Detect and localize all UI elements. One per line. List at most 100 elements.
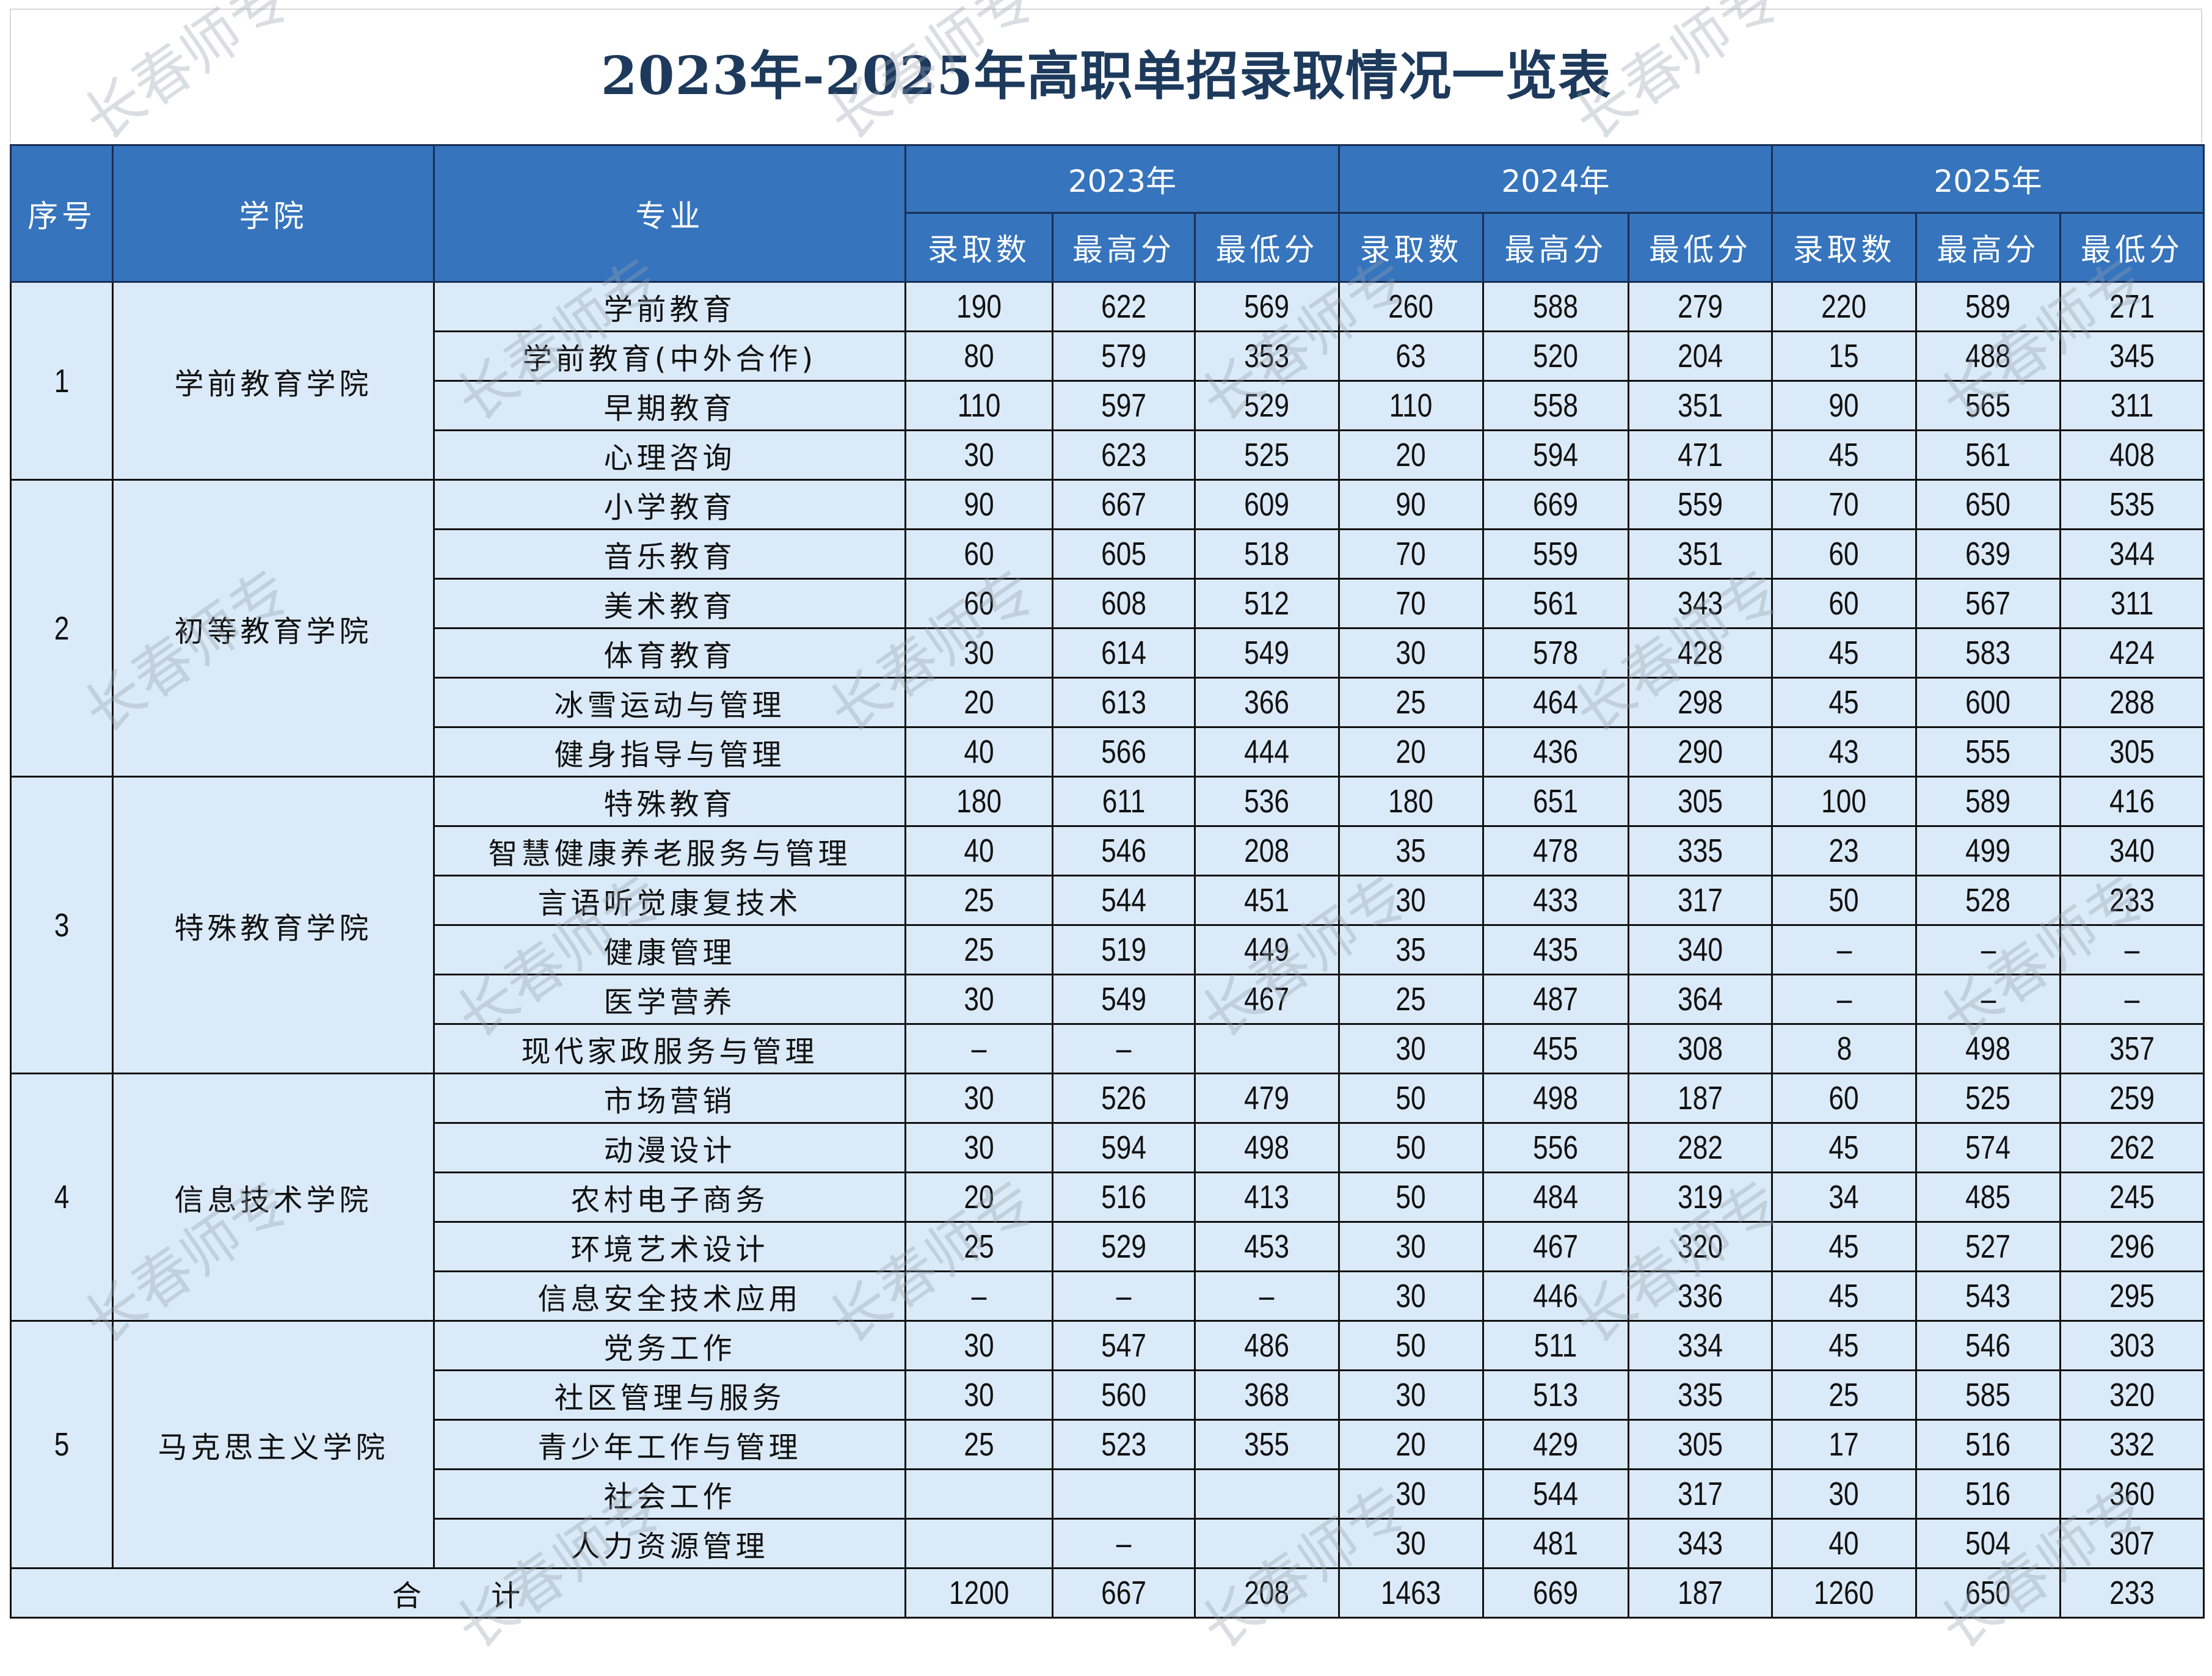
- cell-2025-min-text: 295: [2109, 1278, 2155, 1314]
- cell-2025-max-text: 527: [1965, 1228, 2011, 1265]
- cell-2025-max-text: 589: [1965, 288, 2011, 325]
- cell-2023-admitted-text: 25: [964, 882, 994, 919]
- cell-2024-min-text: 317: [1678, 1476, 1723, 1512]
- table-row: 社区管理与服务 30 560 368 30 513 335 25 585 320: [11, 1369, 2205, 1421]
- cell-2023-admitted: 110: [904, 380, 1053, 431]
- cell-2023-admitted: 30: [904, 627, 1053, 679]
- cell-2024-max: 455: [1483, 1023, 1629, 1074]
- cell-2025-max: 498: [1916, 1023, 2061, 1074]
- total-2024-min: 187: [1628, 1567, 1774, 1619]
- table-row: 美术教育 60 608 512 70 561 343 60 567 311: [11, 578, 2205, 629]
- cell-2025-admitted: 30: [1771, 1468, 1918, 1520]
- cell-2025-admitted-text: 45: [1828, 1278, 1860, 1314]
- major-name: 体育教育: [433, 627, 906, 679]
- table-row: 青少年工作与管理 25 523 355 20 429 305 17 516 332: [11, 1419, 2205, 1470]
- cell-2023-min-text: 353: [1244, 338, 1290, 374]
- cell-2023-admitted-text: 30: [964, 437, 994, 473]
- cell-2023-admitted-text: 110: [957, 387, 1001, 424]
- cell-2023-admitted: 40: [904, 825, 1053, 876]
- cell-2025-admitted-text: 45: [1828, 684, 1860, 721]
- cell-2025-min: 416: [2059, 776, 2205, 827]
- cell-2024-max: 651: [1483, 776, 1629, 827]
- cell-2023-min-text: 498: [1244, 1129, 1290, 1166]
- major-name: 社会工作: [433, 1468, 906, 1520]
- cell-2023-max-text: 622: [1101, 288, 1146, 325]
- cell-2024-min: 559: [1628, 479, 1774, 530]
- cell-2024-min-text: 364: [1678, 981, 1723, 1018]
- total-2023-min: 208: [1193, 1567, 1341, 1619]
- cell-2025-admitted-text: 45: [1828, 635, 1860, 671]
- cell-2024-admitted-text: 50: [1395, 1080, 1427, 1117]
- cell-2023-min-text: 368: [1244, 1377, 1290, 1413]
- cell-2023-admitted: [904, 1468, 1053, 1520]
- cell-2023-max: 549: [1052, 974, 1195, 1025]
- cell-2025-max: 567: [1916, 578, 2061, 629]
- cell-2024-admitted-text: 30: [1395, 1228, 1427, 1265]
- cell-2023-min: 208: [1193, 825, 1341, 876]
- cell-2023-admitted: 180: [904, 776, 1053, 827]
- cell-2024-max-text: 578: [1533, 635, 1579, 671]
- cell-2023-min: 536: [1193, 776, 1341, 827]
- cell-2024-min-text: 308: [1678, 1030, 1723, 1067]
- cell-2023-min: 512: [1193, 578, 1341, 629]
- major-name: 音乐教育: [433, 528, 906, 580]
- cell-2024-max-text: 513: [1533, 1377, 1579, 1413]
- cell-2025-admitted: 43: [1771, 726, 1918, 778]
- cell-2024-min: 282: [1628, 1122, 1774, 1173]
- cell-2025-min-text: 303: [2109, 1327, 2155, 1364]
- cell-2024-min: 204: [1628, 330, 1774, 382]
- cell-2025-admitted-text: 45: [1828, 1327, 1860, 1364]
- cell-2023-min-text: 536: [1244, 783, 1290, 820]
- cell-2025-admitted-text: 34: [1828, 1179, 1860, 1215]
- cell-2025-admitted-text: 25: [1828, 1377, 1860, 1413]
- cell-2025-min: 305: [2059, 726, 2205, 778]
- cell-2023-max-text: 608: [1101, 585, 1146, 622]
- cell-2025-admitted: 60: [1771, 528, 1918, 580]
- cell-2024-max-text: 433: [1533, 882, 1579, 919]
- cell-2024-admitted: 30: [1338, 875, 1485, 926]
- cell-2023-admitted: 30: [904, 1073, 1053, 1124]
- cell-2025-admitted: 45: [1771, 1221, 1918, 1272]
- cell-2024-max-text: 559: [1533, 536, 1579, 572]
- cell-2023-max-text: 579: [1101, 338, 1146, 374]
- total-label: 合 计: [10, 1567, 906, 1619]
- cell-2024-min: 320: [1628, 1221, 1774, 1272]
- cell-2023-min: 368: [1193, 1369, 1341, 1421]
- cell-2024-min-text: 187: [1678, 1080, 1723, 1117]
- cell-2024-max: 559: [1483, 528, 1629, 580]
- cell-2023-admitted: 30: [904, 1320, 1053, 1371]
- cell-2025-min: 288: [2059, 677, 2205, 728]
- total-row: 合 计 1200 667 208 1463 669 187 1260 650 233: [10, 1567, 2205, 1619]
- cell-2025-min-text: 320: [2109, 1377, 2155, 1413]
- cell-2024-admitted: 90: [1338, 479, 1485, 530]
- cell-2025-min-text: 332: [2109, 1426, 2155, 1463]
- cell-2024-max-text: 498: [1533, 1080, 1579, 1117]
- cell-2024-admitted-text: 110: [1389, 387, 1433, 424]
- subheader-2025-admitted-count: 录取数: [1771, 212, 1918, 283]
- cell-2024-min-text: 334: [1678, 1327, 1723, 1364]
- subheader-2024-min-score: 最低分: [1628, 212, 1774, 283]
- cell-2024-min: 298: [1628, 677, 1774, 728]
- cell-2023-max: 594: [1052, 1122, 1195, 1173]
- cell-2025-admitted-text: –: [1836, 981, 1852, 1018]
- cell-2025-max-text: 485: [1965, 1179, 2011, 1215]
- total-2025-min-text: 233: [2109, 1575, 2155, 1611]
- cell-2025-admitted: 17: [1771, 1419, 1918, 1470]
- cell-2025-min: 311: [2059, 380, 2205, 431]
- subheader-2025-max-score: 最高分: [1915, 212, 2062, 283]
- cell-2025-max: 528: [1916, 875, 2061, 926]
- cell-2024-max: 511: [1483, 1320, 1629, 1371]
- table-row: 动漫设计 30 594 498 50 556 282 45 574 262: [11, 1122, 2205, 1173]
- cell-2024-min: 290: [1628, 726, 1774, 778]
- cell-2023-min: 549: [1193, 627, 1341, 679]
- cell-2025-admitted-text: 30: [1828, 1476, 1860, 1512]
- cell-2025-admitted: 40: [1771, 1518, 1918, 1569]
- cell-2025-max-text: 499: [1965, 833, 2011, 869]
- cell-2024-min: 305: [1628, 1419, 1774, 1470]
- cell-2023-max-text: 611: [1102, 783, 1146, 820]
- cell-2024-max-text: 556: [1533, 1129, 1579, 1166]
- table-row: 心理咨询 30 623 525 20 594 471 45 561 408: [11, 429, 2205, 481]
- cell-2023-min: 453: [1193, 1221, 1341, 1272]
- cell-2025-max: 546: [1916, 1320, 2061, 1371]
- cell-2024-min-text: 317: [1678, 882, 1723, 919]
